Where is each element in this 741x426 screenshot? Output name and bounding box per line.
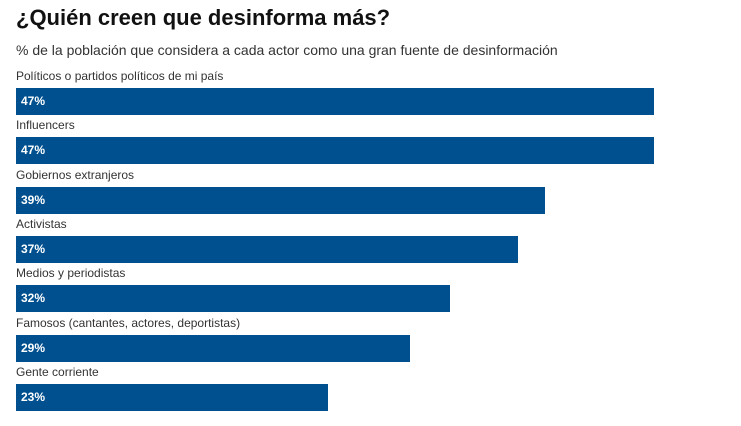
bar-row: Influencers 47% xyxy=(16,117,726,165)
data-label: 32% xyxy=(21,291,46,306)
bar xyxy=(16,186,545,214)
category-label: Gobiernos extranjeros xyxy=(16,167,135,182)
data-label: 29% xyxy=(21,340,46,355)
bar-chart: Políticos o partidos políticos de mi paí… xyxy=(16,68,726,418)
data-label: 23% xyxy=(21,389,46,404)
category-label: Políticos o partidos políticos de mi paí… xyxy=(16,69,224,83)
data-label: 39% xyxy=(21,192,46,207)
chart-title: ¿Quién creen que desinforma más? xyxy=(16,5,391,30)
bar-row: Activistas 37% xyxy=(16,216,726,263)
bar xyxy=(16,285,450,313)
category-label: Activistas xyxy=(16,216,67,231)
bar xyxy=(16,235,518,263)
bar xyxy=(16,88,654,115)
data-label: 47% xyxy=(21,94,46,108)
chart-subtitle: % de la población que considera a cada a… xyxy=(16,42,558,58)
category-label: Gente corriente xyxy=(16,364,99,379)
bar xyxy=(16,334,410,362)
bar-row: Políticos o partidos políticos de mi paí… xyxy=(16,68,726,115)
category-label: Medios y periodistas xyxy=(16,266,126,281)
bar xyxy=(16,137,654,165)
bar-row: Gente corriente 23% xyxy=(16,364,726,411)
bar xyxy=(16,383,328,411)
data-label: 47% xyxy=(21,143,46,158)
bar-row: Famosos (cantantes, actores, deportistas… xyxy=(16,315,726,362)
bar-row: Medios y periodistas 32% xyxy=(16,265,726,313)
data-label: 37% xyxy=(21,241,46,256)
category-label: Influencers xyxy=(16,118,75,133)
bar-row: Gobiernos extranjeros 39% xyxy=(16,167,726,214)
category-label: Famosos (cantantes, actores, deportistas… xyxy=(16,315,241,330)
